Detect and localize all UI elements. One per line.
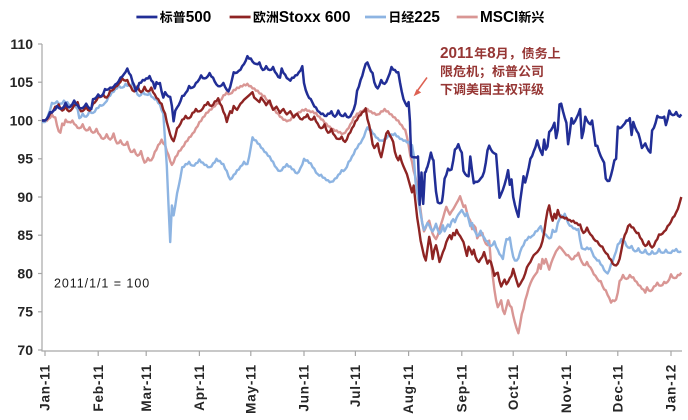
svg-text:Aug-11: Aug-11 (401, 364, 416, 414)
svg-text:500: 500 (186, 9, 212, 26)
svg-text:105: 105 (10, 74, 34, 90)
svg-text:2011: 2011 (440, 45, 474, 62)
svg-text:100: 100 (10, 112, 34, 128)
svg-text:85: 85 (17, 227, 33, 243)
svg-text:95: 95 (17, 151, 33, 167)
svg-text:Stoxx 600: Stoxx 600 (279, 9, 351, 26)
svg-text:Jul-11: Jul-11 (348, 364, 363, 407)
svg-text:Feb-11: Feb-11 (91, 364, 106, 412)
svg-text:90: 90 (17, 189, 33, 205)
svg-text:Dec-11: Dec-11 (610, 364, 625, 412)
svg-text:MSCI: MSCI (480, 9, 518, 26)
svg-text:110: 110 (10, 36, 33, 52)
svg-text:80: 80 (17, 265, 33, 281)
svg-text:Oct-11: Oct-11 (506, 364, 521, 410)
svg-text:Jan-11: Jan-11 (38, 364, 53, 411)
svg-text:75: 75 (17, 304, 33, 320)
svg-text:Jun-11: Jun-11 (297, 364, 312, 412)
svg-text:225: 225 (414, 9, 440, 26)
svg-text:70: 70 (17, 342, 33, 358)
svg-text:Nov-11: Nov-11 (559, 364, 574, 413)
svg-text:Mar-11: Mar-11 (139, 364, 154, 412)
svg-text:Apr-11: Apr-11 (192, 364, 207, 411)
svg-text:2011/1/1 = 100: 2011/1/1 = 100 (54, 277, 150, 291)
svg-text:8: 8 (487, 45, 496, 62)
svg-text:Sep-11: Sep-11 (454, 364, 469, 412)
svg-text:Jan-12: Jan-12 (664, 364, 679, 412)
svg-text:May-11: May-11 (243, 364, 258, 414)
